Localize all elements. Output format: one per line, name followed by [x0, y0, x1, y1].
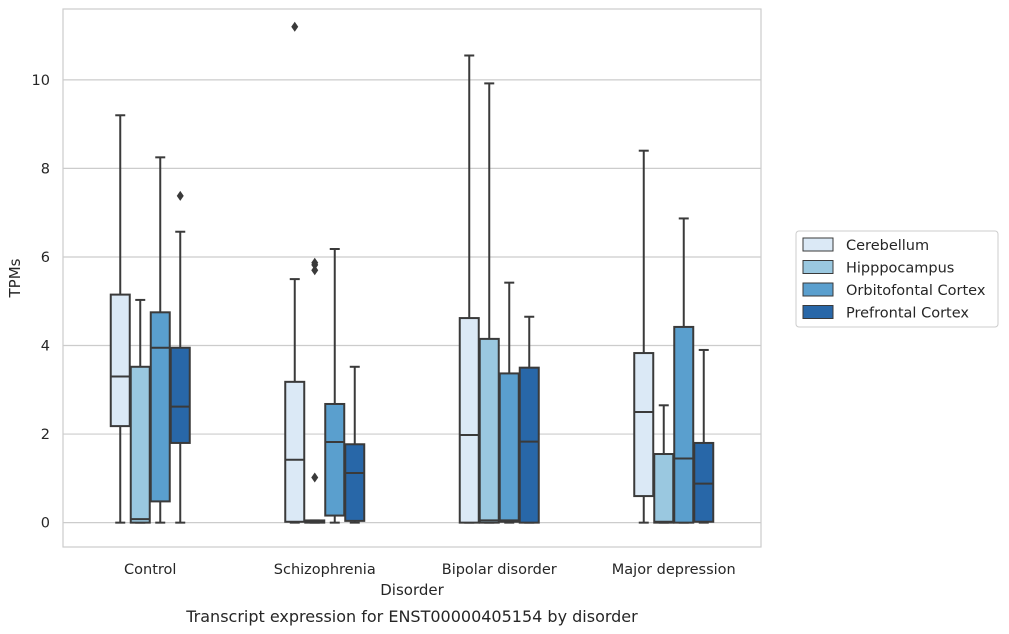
box-body	[653, 453, 675, 524]
tick-labels: 0 2 4 6 8 10 Control Schizophrenia Bipolar disor…	[32, 73, 736, 578]
box-body	[169, 346, 191, 444]
y-tick-label: 6	[41, 250, 50, 266]
legend-swatch	[802, 237, 834, 252]
box-0-2	[149, 156, 171, 524]
box-1-1	[304, 519, 326, 524]
box-3-2	[673, 217, 695, 524]
box-3-0	[633, 149, 655, 524]
outlier-point	[311, 472, 319, 483]
box-body	[633, 352, 655, 498]
chart-caption: Transcript expression for ENST0000040515…	[185, 607, 638, 626]
legend: Cerebellum Hipppocampus Orbitofontal Corte…	[795, 230, 999, 328]
outlier-point	[311, 265, 319, 276]
box-body	[673, 325, 695, 524]
legend-label: Hipppocampus	[846, 261, 954, 277]
box-body	[149, 311, 171, 503]
y-tick-label: 4	[41, 339, 50, 355]
outlier-point	[176, 190, 184, 201]
box-2-0	[458, 54, 480, 524]
box-3-3	[693, 348, 715, 524]
box-1-0	[284, 21, 306, 524]
y-tick-label: 10	[32, 73, 50, 89]
y-tick-label: 8	[41, 161, 50, 177]
x-tick-label: Bipolar disorder	[442, 562, 557, 578]
legend-label: Cerebellum	[846, 238, 929, 254]
box-body	[324, 402, 346, 517]
box-3-1	[653, 404, 675, 524]
box-2-3	[518, 315, 540, 524]
box-body	[284, 380, 306, 523]
box-1-2	[324, 247, 346, 524]
box-2-1	[478, 82, 500, 524]
x-axis-label: Disorder	[380, 581, 444, 599]
x-tick-label: Major depression	[612, 562, 736, 578]
box-body	[518, 366, 540, 524]
box-body	[498, 372, 520, 523]
box-1-3	[344, 365, 366, 524]
outlier-point	[291, 21, 299, 32]
legend-frame	[795, 230, 999, 328]
box-groups	[109, 21, 715, 524]
box-body	[478, 337, 500, 524]
plot-area-frame	[62, 8, 762, 548]
legend-swatch	[802, 260, 834, 274]
box-0-3	[169, 190, 191, 524]
box-body	[109, 293, 131, 428]
y-tick-label: 2	[41, 427, 50, 443]
legend-label: Orbitofontal Cortex	[846, 283, 986, 299]
y-tick-label: 0	[41, 516, 50, 532]
box-0-1	[129, 298, 151, 524]
box-body	[693, 441, 715, 523]
box-body	[458, 317, 480, 524]
x-tick-label: Control	[124, 562, 176, 578]
legend-swatch	[802, 305, 834, 319]
outlier-point	[311, 257, 319, 268]
box-2-2	[498, 281, 520, 524]
y-axis-label: TPMs	[6, 258, 24, 298]
box-body	[129, 365, 151, 524]
extra-outliers	[311, 257, 319, 483]
legend-label: Prefrontal Cortex	[846, 306, 969, 322]
x-tick-label: Schizophrenia	[274, 562, 376, 578]
box-body	[344, 443, 366, 522]
box-0-0	[109, 114, 131, 524]
legend-swatch	[802, 282, 834, 297]
